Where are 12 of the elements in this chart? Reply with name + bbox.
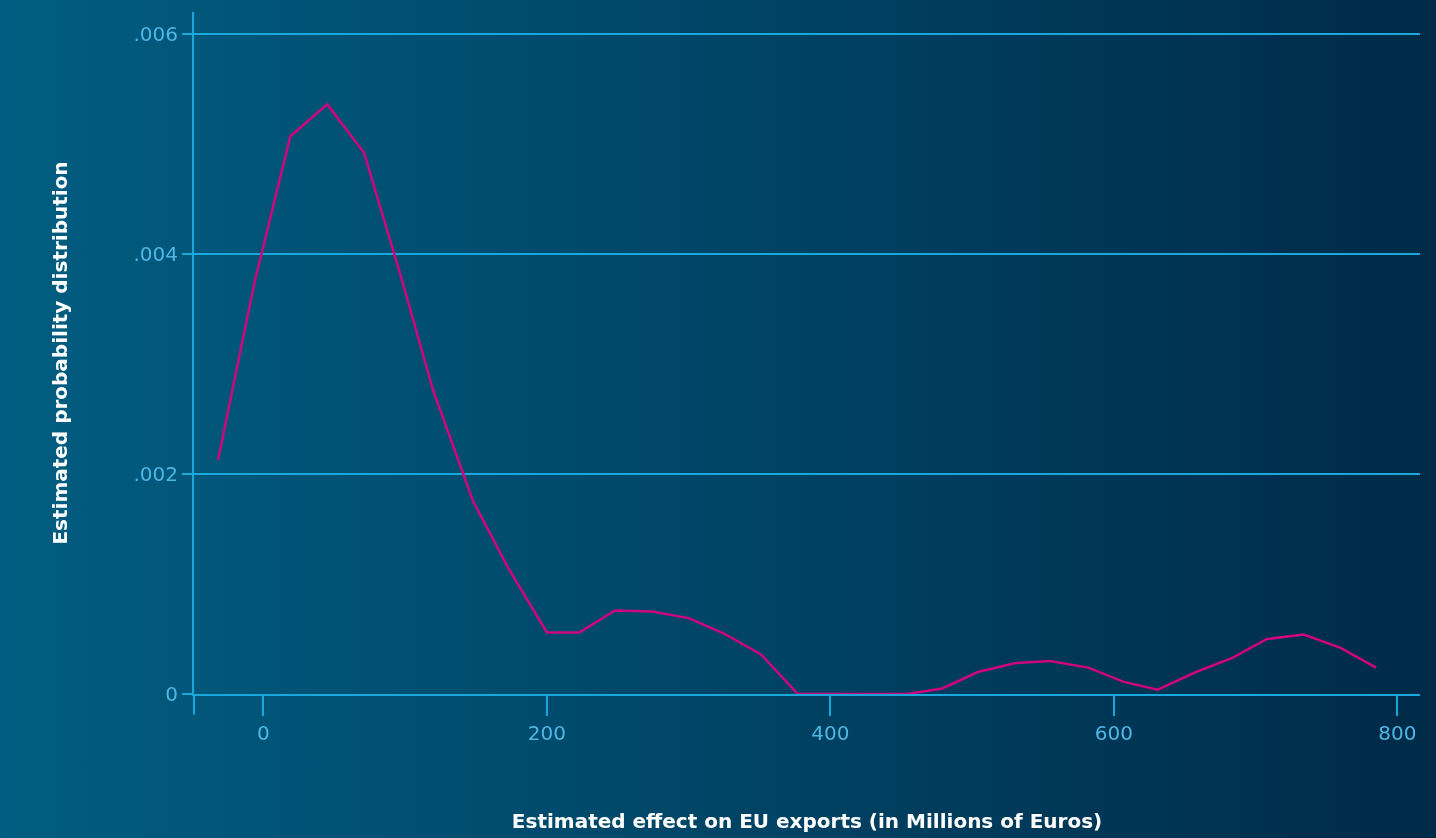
x-tick-label: 0 <box>257 721 270 745</box>
y-tick-label: .004 <box>133 242 178 266</box>
x-tick-label: 400 <box>811 721 850 745</box>
y-tick-label: 0 <box>165 682 178 706</box>
x-tick-label: 200 <box>527 721 567 745</box>
x-tick-label: 800 <box>1378 721 1417 745</box>
y-tick-label: .002 <box>133 462 178 486</box>
x-tick-label: 600 <box>1094 721 1133 745</box>
y-axis-title: Estimated probability distribution <box>48 161 73 545</box>
y-tick-label: .006 <box>133 22 178 46</box>
x-axis-title: Estimated effect on EU exports (in Millions of Euros) <box>511 809 1103 833</box>
line-series <box>216 103 1378 694</box>
